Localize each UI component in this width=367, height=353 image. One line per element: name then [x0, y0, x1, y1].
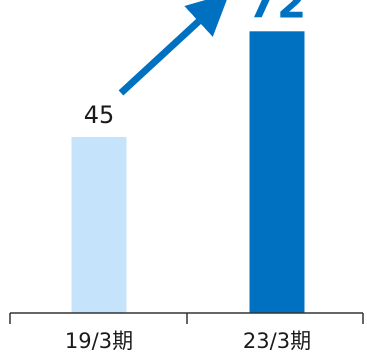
- bar-value-label-23-3: 72: [248, 0, 306, 27]
- trend-up-arrow-icon: [118, 0, 230, 96]
- x-tick-label-19-3: 19/3期: [65, 329, 133, 353]
- bar-23-3: [249, 31, 305, 314]
- bar-19-3: [71, 136, 127, 313]
- bar-value-label-19-3: 45: [84, 101, 115, 129]
- x-tick-label-23-3: 23/3期: [243, 329, 311, 353]
